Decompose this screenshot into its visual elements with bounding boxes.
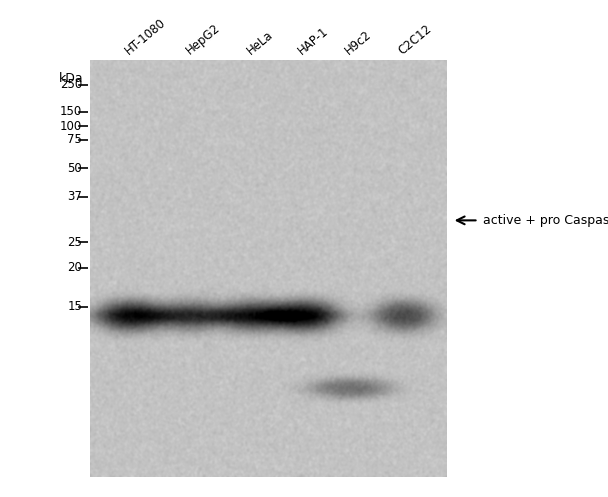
Text: HT-1080: HT-1080 — [123, 16, 168, 57]
Text: 25: 25 — [67, 236, 82, 249]
Text: HepG2: HepG2 — [184, 21, 223, 57]
Text: active + pro Caspase 3: active + pro Caspase 3 — [483, 214, 608, 227]
Text: 20: 20 — [67, 261, 82, 274]
Text: 50: 50 — [67, 162, 82, 174]
Text: 15: 15 — [67, 300, 82, 313]
Text: 150: 150 — [60, 105, 82, 118]
Text: HAP-1: HAP-1 — [295, 24, 331, 57]
Text: H9c2: H9c2 — [342, 28, 373, 57]
Text: 100: 100 — [60, 120, 82, 133]
Text: HeLa: HeLa — [244, 28, 275, 57]
Text: 75: 75 — [67, 133, 82, 146]
Text: kDa: kDa — [59, 72, 84, 85]
Text: C2C12: C2C12 — [396, 22, 434, 57]
Text: 37: 37 — [67, 190, 82, 203]
Text: 250: 250 — [60, 78, 82, 91]
